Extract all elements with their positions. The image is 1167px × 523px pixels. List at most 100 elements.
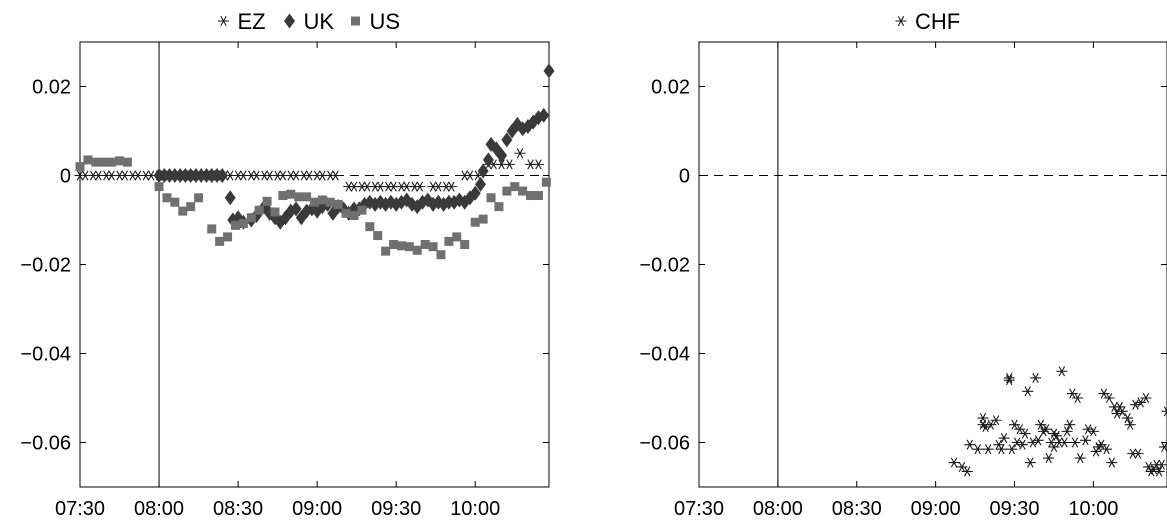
data-point-us bbox=[333, 199, 343, 209]
data-point-chf bbox=[1098, 388, 1110, 399]
data-point-us bbox=[420, 239, 430, 249]
data-point-us bbox=[381, 246, 391, 256]
data-point-chf bbox=[1048, 441, 1060, 452]
data-point-chf bbox=[1061, 426, 1073, 437]
data-point-us bbox=[428, 242, 438, 252]
data-point-chf bbox=[1079, 435, 1091, 446]
data-point-chf bbox=[1043, 453, 1055, 464]
x-tick-label: 09:00 bbox=[911, 498, 961, 520]
data-point-us bbox=[341, 208, 351, 218]
series-us bbox=[75, 155, 551, 260]
data-point-us bbox=[526, 191, 536, 201]
data-point-chf bbox=[956, 461, 968, 473]
data-point-chf bbox=[1153, 466, 1165, 477]
data-point-chf bbox=[982, 444, 994, 455]
data-point-us bbox=[373, 231, 383, 241]
data-point-uk bbox=[477, 163, 489, 179]
series-chf bbox=[948, 366, 1167, 477]
data-point-us bbox=[194, 193, 204, 203]
data-point-chf bbox=[990, 415, 1002, 426]
data-point-chf bbox=[1095, 439, 1107, 450]
chart-panel-2: 0.02 0 −0.02 −0.04 −0.06 07:30 08:00 08:30 09:00… bbox=[639, 9, 1167, 520]
data-point-uk bbox=[496, 147, 508, 163]
data-point-chf bbox=[972, 444, 984, 455]
data-point-us bbox=[389, 239, 399, 249]
series-ez bbox=[74, 148, 544, 192]
plot-frame bbox=[79, 41, 550, 488]
data-point-us bbox=[215, 236, 225, 246]
data-point-chf bbox=[1069, 437, 1081, 448]
data-point-chf bbox=[1040, 424, 1052, 435]
data-point-us bbox=[91, 157, 101, 167]
data-point-chf bbox=[1116, 406, 1128, 417]
data-point-chf bbox=[1106, 457, 1118, 468]
x-tick-label: 09:30 bbox=[989, 498, 1039, 520]
data-point-us bbox=[325, 197, 335, 207]
data-point-us bbox=[510, 182, 520, 192]
data-point-us bbox=[310, 197, 319, 207]
data-point-chf bbox=[1058, 437, 1070, 448]
data-point-chf bbox=[1014, 424, 1026, 435]
data-point-uk bbox=[501, 132, 513, 148]
x-tick-label: 07:30 bbox=[674, 498, 724, 520]
legend: EZ UK US bbox=[218, 9, 400, 34]
data-point-us bbox=[436, 250, 446, 260]
data-point-uk bbox=[482, 152, 494, 168]
x-tick-label: 10:00 bbox=[1068, 498, 1118, 520]
data-point-chf bbox=[1030, 372, 1042, 384]
data-point-chf bbox=[1056, 366, 1068, 377]
legend: CHF bbox=[895, 9, 960, 34]
data-point-uk bbox=[290, 201, 302, 217]
data-point-uk bbox=[543, 63, 555, 79]
data-point-chf bbox=[1006, 444, 1018, 455]
data-point-chf bbox=[1103, 392, 1115, 404]
data-point-us bbox=[238, 219, 248, 229]
data-point-us bbox=[186, 202, 196, 212]
data-point-us bbox=[154, 182, 164, 192]
data-point-uk bbox=[224, 190, 236, 206]
data-point-us bbox=[122, 157, 132, 167]
data-point-chf bbox=[1022, 386, 1034, 397]
y-tick-label: 0 bbox=[60, 166, 71, 188]
data-point-chf bbox=[964, 439, 976, 450]
data-point-us bbox=[294, 192, 304, 202]
data-point-us bbox=[349, 211, 359, 221]
data-point-us bbox=[357, 205, 367, 215]
data-point-us bbox=[444, 236, 454, 246]
plot-frame bbox=[698, 41, 1167, 488]
x-tick-label: 07:30 bbox=[55, 498, 105, 520]
data-point-chf bbox=[985, 419, 997, 430]
data-point-chf bbox=[1156, 459, 1167, 470]
legend-marker-uk bbox=[284, 13, 295, 29]
data-point-us bbox=[412, 245, 422, 255]
y-tick-label: −0.04 bbox=[639, 344, 690, 366]
data-point-chf bbox=[948, 457, 960, 468]
x-tick-label: 08:30 bbox=[213, 498, 263, 520]
y-tick-label: −0.02 bbox=[20, 255, 71, 277]
data-point-chf bbox=[1140, 392, 1152, 404]
data-point-us bbox=[460, 239, 470, 249]
data-point-chf bbox=[1135, 397, 1147, 408]
y-tick-label: −0.06 bbox=[639, 433, 690, 455]
data-point-chf bbox=[1122, 412, 1134, 424]
x-tick-label: 08:30 bbox=[832, 498, 882, 520]
data-point-us bbox=[107, 157, 117, 167]
data-point-chf bbox=[977, 412, 989, 424]
data-point-chf bbox=[1003, 372, 1015, 384]
y-tick-label: 0.02 bbox=[651, 77, 690, 99]
data-point-ez bbox=[532, 159, 544, 170]
data-point-us bbox=[502, 186, 512, 196]
data-point-us bbox=[270, 207, 280, 217]
data-point-us bbox=[278, 191, 288, 201]
data-point-chf bbox=[1016, 439, 1028, 450]
data-point-chf bbox=[1072, 392, 1084, 404]
legend-label-ez: EZ bbox=[238, 9, 266, 34]
data-point-us bbox=[302, 192, 312, 202]
legend-marker-ez bbox=[218, 15, 229, 27]
data-point-chf bbox=[961, 466, 973, 477]
data-point-us bbox=[75, 162, 85, 172]
y-tick-label: −0.04 bbox=[20, 344, 71, 366]
data-point-us bbox=[230, 220, 240, 230]
data-point-us bbox=[478, 214, 488, 224]
data-point-us bbox=[178, 206, 188, 216]
